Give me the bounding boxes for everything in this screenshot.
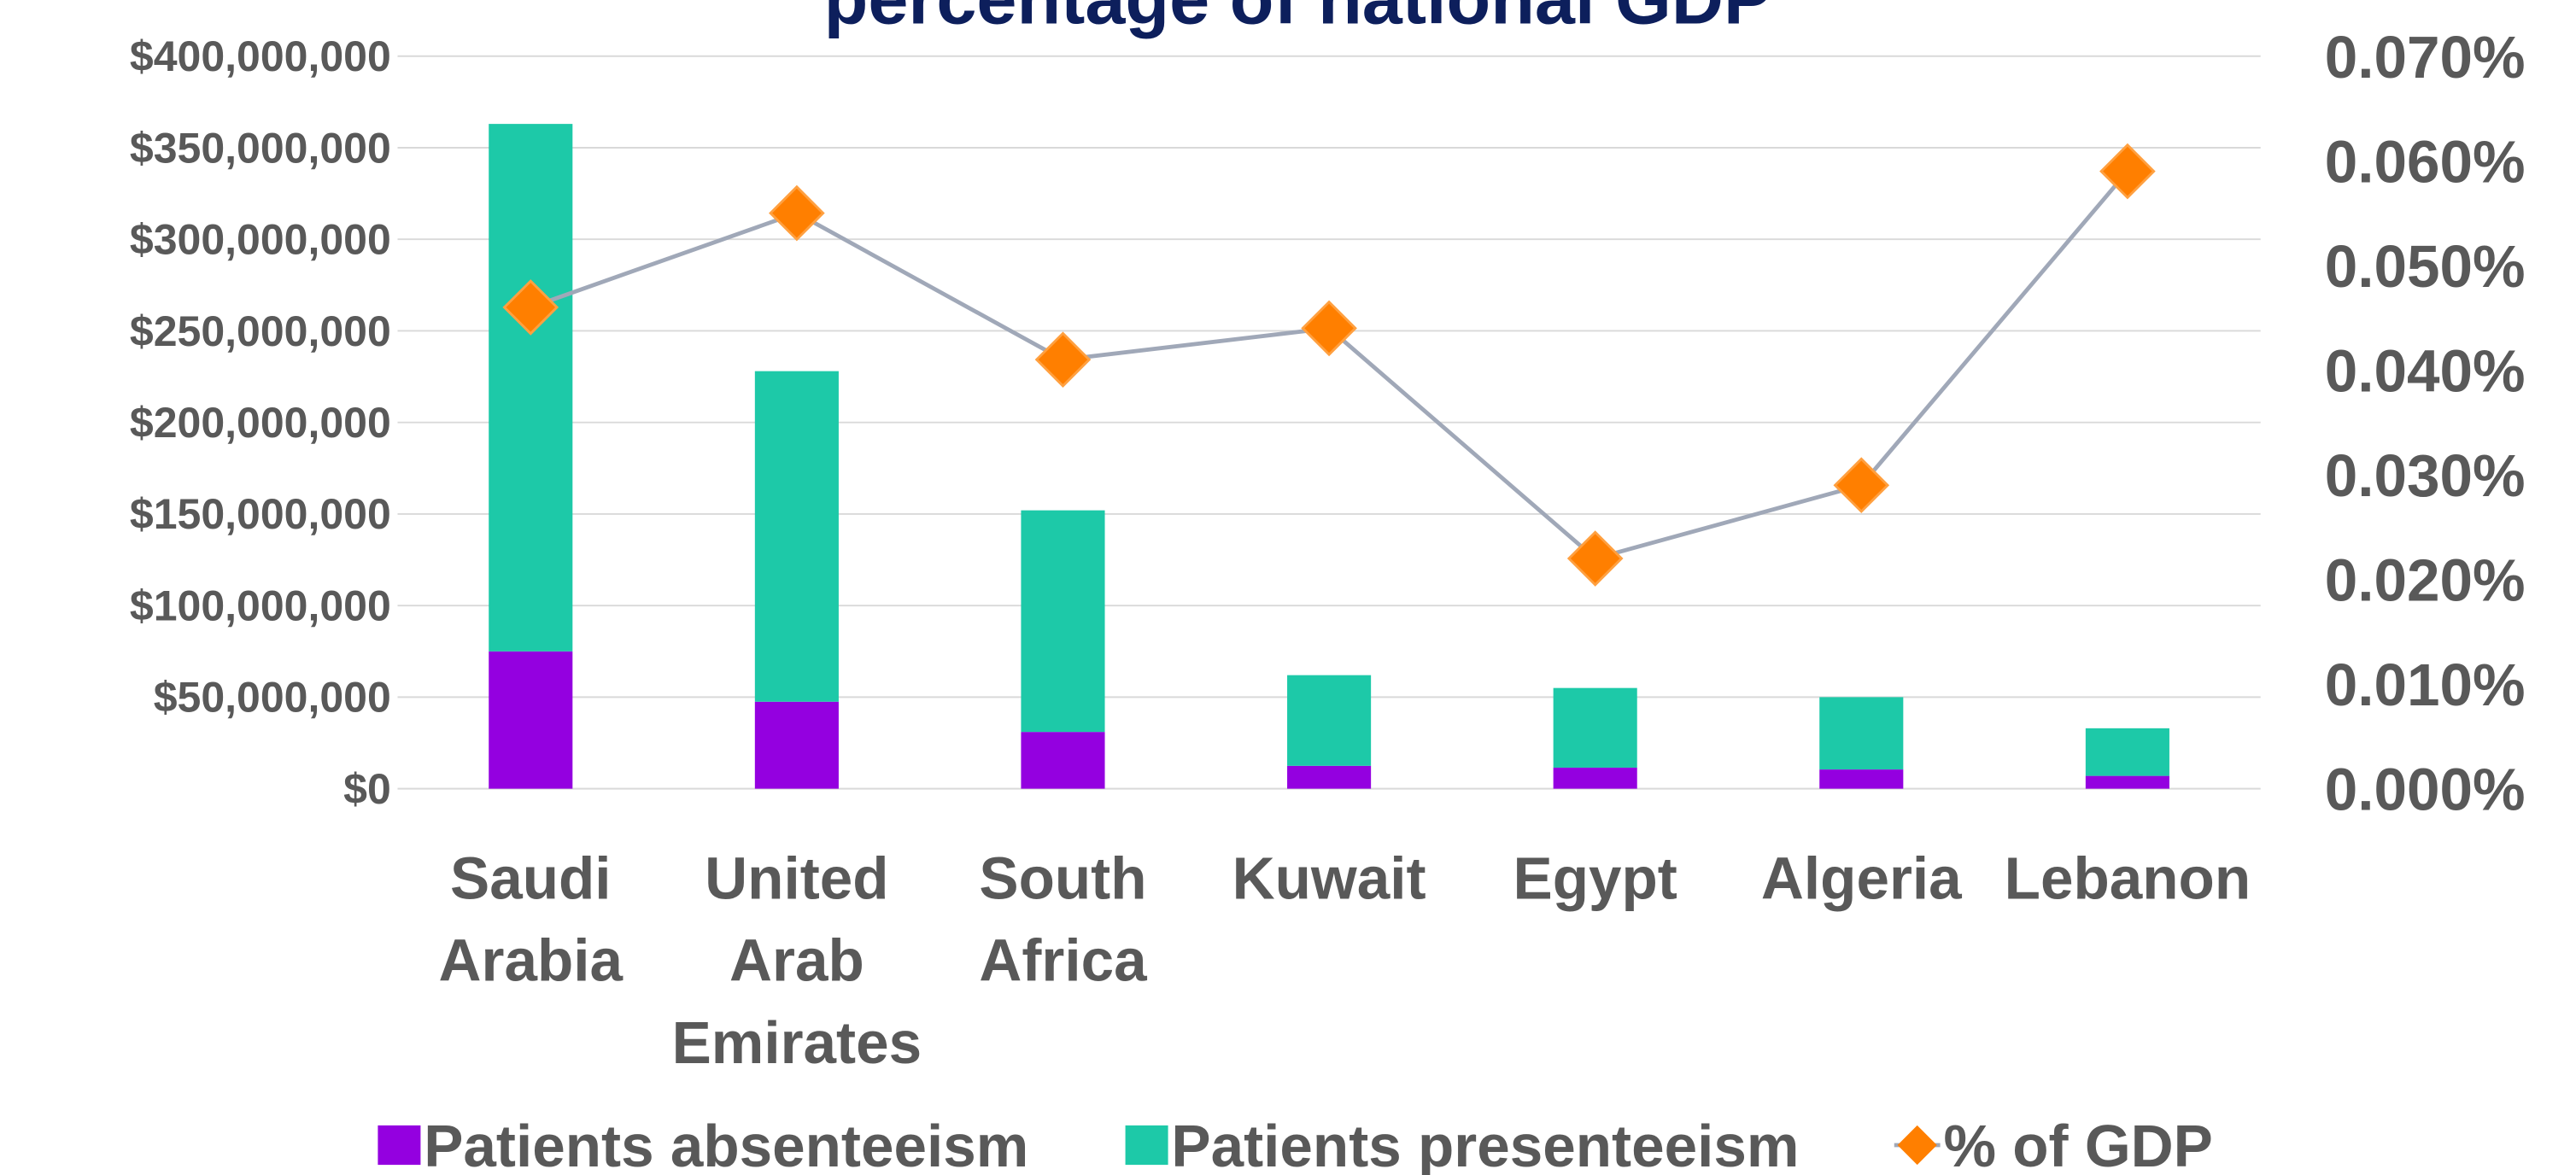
legend-label: Patients presenteeism	[1171, 1113, 1799, 1175]
line-marker	[1566, 530, 1624, 587]
legend-label: Patients absenteeism	[424, 1113, 1028, 1175]
y2-tick-label: 0.070%	[2325, 24, 2526, 91]
x-tick-label: Algeria	[1761, 845, 1962, 911]
x-tick-label: Lebanon	[2005, 845, 2251, 911]
y2-tick-label: 0.010%	[2325, 652, 2526, 718]
bar	[489, 651, 573, 789]
x-tick-label: Kuwait	[1232, 845, 1426, 911]
bar	[2085, 728, 2169, 776]
line-marker	[1301, 300, 1357, 357]
x-tick-label: Egypt	[1513, 845, 1677, 911]
bar	[754, 701, 839, 789]
legend-swatch	[378, 1125, 421, 1166]
x-tick-label: United Arab Emirates	[672, 845, 922, 1075]
line-marker	[1034, 331, 1092, 388]
legend-marker	[1897, 1125, 1937, 1166]
bar	[489, 124, 573, 652]
bar	[1553, 687, 1637, 768]
y2-tick-label: 0.020%	[2325, 547, 2526, 614]
legend-label: % of GDP	[1943, 1113, 2212, 1175]
y-tick-label: $300,000,000	[130, 216, 391, 264]
bar	[1553, 767, 1637, 789]
y-tick-label: $350,000,000	[130, 124, 391, 172]
chart-title: percentage of national GDP	[824, 0, 1772, 38]
y2-tick-label: 0.060%	[2325, 128, 2526, 195]
y2-tick-label: 0.000%	[2325, 757, 2526, 823]
y2-tick-label: 0.050%	[2325, 233, 2526, 300]
bar	[2085, 775, 2169, 789]
legend-swatch	[1125, 1125, 1168, 1166]
y-tick-label: $250,000,000	[130, 307, 391, 355]
y-tick-label: $400,000,000	[130, 32, 391, 80]
line-marker	[2099, 143, 2156, 200]
bar	[1819, 769, 1904, 789]
x-tick-label: South Africa	[979, 845, 1147, 993]
line-marker	[502, 279, 559, 336]
y2-tick-label: 0.030%	[2325, 442, 2526, 509]
bar	[1021, 510, 1105, 733]
y2-tick-label: 0.040%	[2325, 337, 2526, 404]
y-tick-label: $150,000,000	[130, 490, 391, 538]
y-tick-label: $0	[343, 765, 391, 813]
y-tick-label: $100,000,000	[130, 582, 391, 629]
line-marker	[769, 184, 825, 242]
y-tick-label: $200,000,000	[130, 399, 391, 447]
bar	[1287, 675, 1372, 766]
bar	[1287, 765, 1372, 789]
bar	[754, 371, 839, 702]
line-marker	[1833, 457, 1890, 514]
bar	[1021, 732, 1105, 789]
bar	[1819, 697, 1904, 770]
y-tick-label: $50,000,000	[154, 674, 391, 722]
x-tick-label: Saudi Arabia	[439, 845, 624, 993]
